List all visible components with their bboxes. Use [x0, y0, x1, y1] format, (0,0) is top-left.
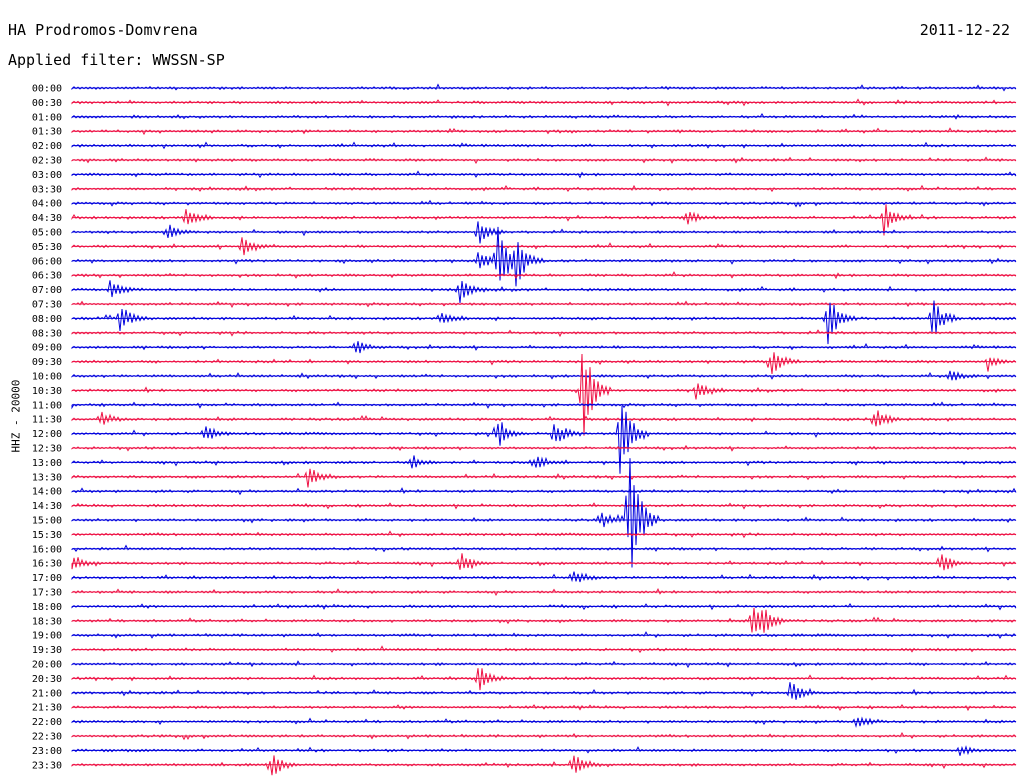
row-time-label: 18:30	[32, 616, 62, 627]
trace-line	[71, 458, 1017, 568]
row-time-label: 12:00	[32, 429, 62, 440]
row-time-label: 09:00	[32, 343, 62, 354]
row-time-label: 15:00	[32, 516, 62, 527]
row-time-label: 14:00	[32, 487, 62, 498]
row-time-label: 22:00	[32, 717, 62, 728]
station-title: HA Prodromos-Domvrena	[8, 21, 198, 39]
row-time-label: 08:00	[32, 314, 62, 325]
row-time-label: 18:00	[32, 602, 62, 613]
trace-line	[71, 226, 1017, 287]
row-time-label: 02:00	[32, 141, 62, 152]
row-time-label: 07:30	[32, 300, 62, 311]
trace-line	[71, 682, 1017, 700]
trace-line	[71, 468, 1017, 488]
row-time-label: 04:00	[32, 199, 62, 210]
row-time-label: 11:00	[32, 400, 62, 411]
row-time-label: 03:00	[32, 170, 62, 181]
row-time-label: 20:00	[32, 660, 62, 671]
row-time-label: 15:30	[32, 530, 62, 541]
row-time-label: 07:00	[32, 285, 62, 296]
row-time-label: 23:00	[32, 746, 62, 757]
trace-line	[71, 571, 1017, 583]
row-time-label: 06:30	[32, 271, 62, 282]
row-time-label: 13:30	[32, 472, 62, 483]
date-label: 2011-12-22	[919, 21, 1010, 39]
trace-line	[71, 455, 1017, 469]
row-time-label: 00:30	[32, 98, 62, 109]
trace-line	[71, 607, 1017, 633]
row-time-label: 09:30	[32, 357, 62, 368]
row-time-label: 19:00	[32, 631, 62, 642]
row-time-label: 13:00	[32, 458, 62, 469]
row-time-label: 14:30	[32, 501, 62, 512]
trace-line	[71, 280, 1017, 303]
row-time-label: 22:30	[32, 732, 62, 743]
row-time-label: 06:00	[32, 256, 62, 267]
row-time-label: 03:30	[32, 184, 62, 195]
row-time-label: 05:00	[32, 228, 62, 239]
row-time-label: 10:00	[32, 372, 62, 383]
row-time-label: 17:00	[32, 573, 62, 584]
row-time-label: 17:30	[32, 588, 62, 599]
trace-line	[71, 755, 1017, 776]
row-time-label: 10:30	[32, 386, 62, 397]
trace-line	[71, 352, 1017, 375]
row-time-label: 01:00	[32, 112, 62, 123]
row-time-label: 04:30	[32, 213, 62, 224]
traces-layer: 00:00 00:30 01:00 01:30 02:00 02:30 03:00 03:30…	[32, 83, 1017, 776]
trace-line	[71, 353, 1017, 436]
trace-line	[71, 300, 1017, 345]
row-time-label: 08:30	[32, 328, 62, 339]
trace-line	[71, 745, 1017, 756]
trace-line	[71, 553, 1017, 571]
row-time-label: 00:00	[32, 84, 62, 95]
row-time-label: 02:30	[32, 156, 62, 167]
trace-line	[71, 668, 1017, 691]
row-time-label: 16:00	[32, 544, 62, 555]
row-time-label: 23:30	[32, 760, 62, 771]
row-time-label: 20:30	[32, 674, 62, 685]
row-time-label: 16:30	[32, 559, 62, 570]
row-time-label: 12:30	[32, 444, 62, 455]
trace-line	[71, 410, 1017, 427]
row-time-label: 11:30	[32, 415, 62, 426]
row-time-label: 05:30	[32, 242, 62, 253]
row-time-label: 21:30	[32, 703, 62, 714]
row-time-label: 01:30	[32, 127, 62, 138]
trace-line	[71, 204, 1017, 236]
row-time-label: 21:00	[32, 688, 62, 699]
filter-label: Applied filter: WWSSN-SP	[8, 51, 225, 69]
row-time-label: 19:30	[32, 645, 62, 656]
